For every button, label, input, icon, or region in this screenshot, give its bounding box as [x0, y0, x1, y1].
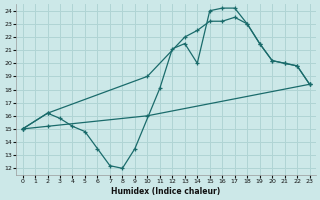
- X-axis label: Humidex (Indice chaleur): Humidex (Indice chaleur): [111, 187, 221, 196]
